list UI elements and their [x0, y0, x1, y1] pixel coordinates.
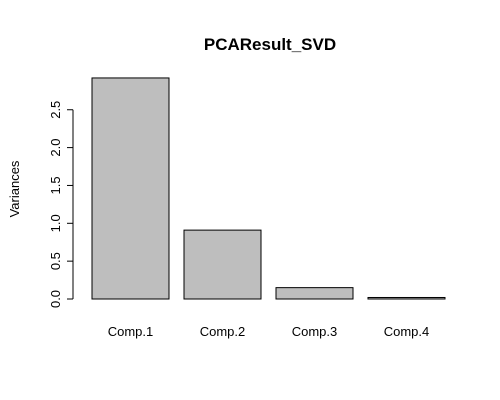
x-tick-label: Comp.3	[292, 324, 338, 339]
y-tick-label: 2.0	[48, 139, 63, 157]
y-axis: 0.0 0.5 1.0 1.5 2.0 2.5	[48, 101, 74, 308]
x-tick-label: Comp.1	[108, 324, 154, 339]
x-tick-label: Comp.4	[384, 324, 430, 339]
bar-comp-4	[367, 296, 446, 300]
y-tick-label: 0.0	[48, 290, 63, 308]
x-axis-labels: Comp.1 Comp.2 Comp.3 Comp.4	[108, 324, 430, 339]
bar-comp-2	[183, 229, 262, 300]
chart-title: PCAResult_SVD	[204, 35, 336, 54]
y-tick-label: 1.0	[48, 214, 63, 232]
y-tick-label: 1.5	[48, 176, 63, 194]
bar-comp-3	[275, 287, 354, 300]
bars	[91, 77, 446, 300]
y-axis-label: Variances	[7, 160, 22, 217]
x-tick-label: Comp.2	[200, 324, 246, 339]
bar-comp-1	[91, 77, 170, 300]
y-tick-label: 0.5	[48, 252, 63, 270]
y-tick-label: 2.5	[48, 101, 63, 119]
